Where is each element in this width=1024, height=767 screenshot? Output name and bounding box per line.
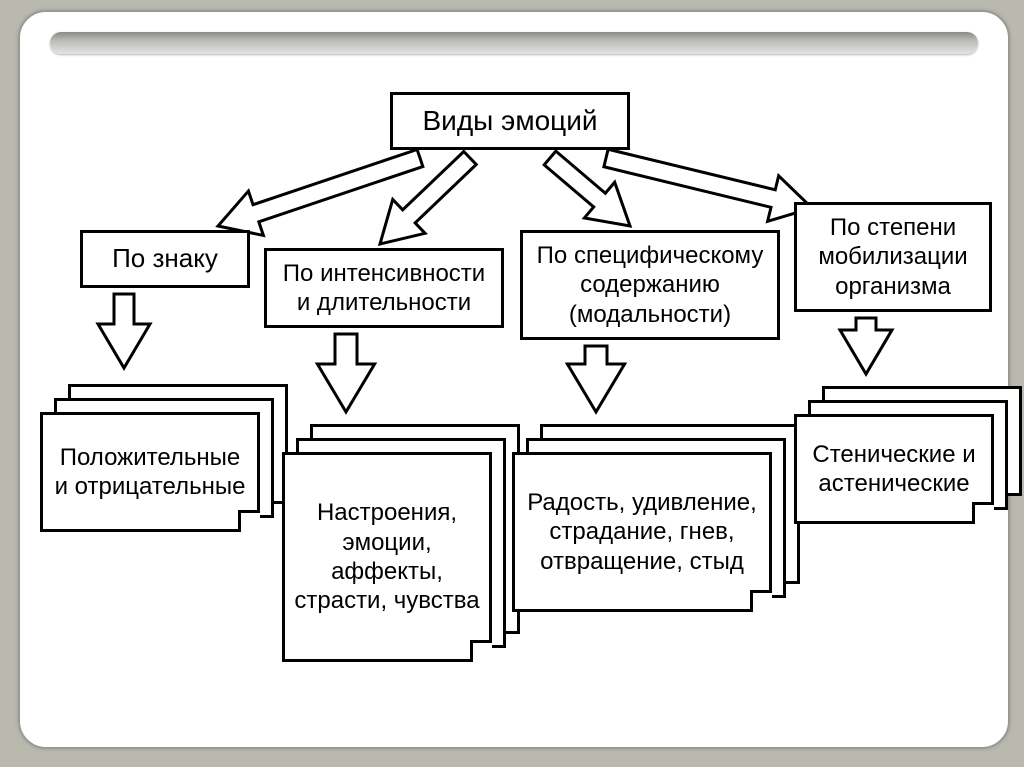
arrow-sign-to-leaf xyxy=(123,294,124,295)
leaf-sign-label: Положительные и отрицательные xyxy=(51,443,249,502)
arrow-root-to-intensity xyxy=(469,157,470,158)
diagram-canvas: Виды эмоций По знаку Положительные и отри… xyxy=(20,12,1008,747)
root-node-label: Виды эмоций xyxy=(423,104,598,138)
root-node: Виды эмоций xyxy=(390,92,630,150)
category-mobilization: По степени мобилизации организма xyxy=(794,202,992,312)
slide-frame: Виды эмоций По знаку Положительные и отри… xyxy=(18,10,1010,749)
leaf-mobilization-label: Стенические и астенические xyxy=(805,440,983,499)
leaf-sign: Положительные и отрицательные xyxy=(40,412,260,532)
leaf-stack-modality: Радость, удивление, страдание, гнев, отв… xyxy=(512,452,800,640)
arrow-root-to-mobilization xyxy=(606,158,607,159)
category-intensity: По интенсивности и длительности xyxy=(264,248,504,328)
category-modality: По специфическому содержанию (модальност… xyxy=(520,230,780,340)
leaf-stack-intensity: Настроения, эмоции, аффекты, страсти, чу… xyxy=(282,452,520,690)
arrow-root-to-modality xyxy=(549,158,550,159)
arrow-modality-to-leaf xyxy=(595,346,596,347)
category-modality-label: По специфическому содержанию (модальност… xyxy=(531,241,769,329)
arrow-root-to-sign xyxy=(419,157,420,158)
category-sign-label: По знаку xyxy=(112,243,218,275)
leaf-modality: Радость, удивление, страдание, гнев, отв… xyxy=(512,452,772,612)
leaf-intensity: Настроения, эмоции, аффекты, страсти, чу… xyxy=(282,452,492,662)
arrow-intensity-to-leaf xyxy=(345,334,346,335)
leaf-mobilization: Стенические и астенические xyxy=(794,414,994,524)
category-sign: По знаку xyxy=(80,230,250,288)
category-intensity-label: По интенсивности и длительности xyxy=(275,259,493,318)
leaf-modality-label: Радость, удивление, страдание, гнев, отв… xyxy=(523,488,761,576)
leaf-stack-sign: Положительные и отрицательные xyxy=(40,412,288,560)
category-mobilization-label: По степени мобилизации организма xyxy=(805,213,981,301)
leaf-stack-mobilization: Стенические и астенические xyxy=(794,414,1022,552)
arrow-mobilization-to-leaf xyxy=(865,318,866,319)
leaf-intensity-label: Настроения, эмоции, аффекты, страсти, чу… xyxy=(293,498,481,615)
